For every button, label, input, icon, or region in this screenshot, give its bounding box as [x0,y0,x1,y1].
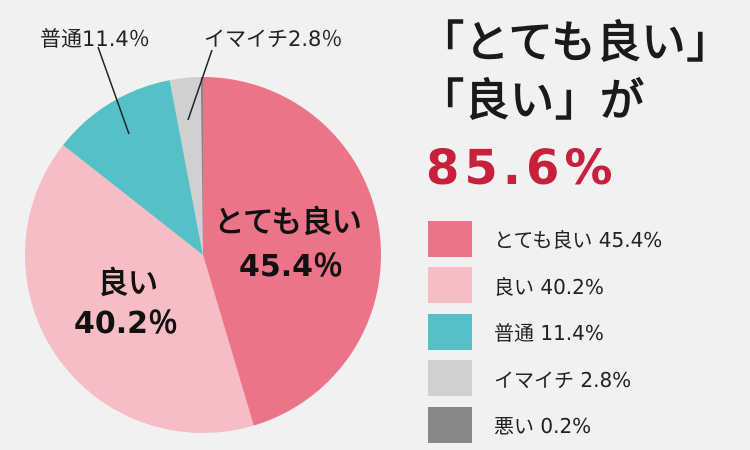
callout-leaders [97,46,213,135]
legend-item: 悪い 0.2% [428,402,662,447]
slice-label-yoi-value: 40.2％ [74,306,178,341]
legend-swatch [428,267,472,303]
callout-leader-imaichi [187,49,213,121]
slice-label-yoi-name: 良い [98,266,158,301]
legend-item: 良い 40.2% [428,263,662,308]
pie-slices [24,76,382,434]
callout-leader-futsuu [97,46,130,135]
legend-item: 普通 11.4% [428,309,662,354]
legend: とても良い 45.4% 良い 40.2% 普通 11.4% イマイチ 2.8% 悪い 0… [428,216,662,449]
headline-line-1: 「とても良い」 [420,17,732,68]
slice-totemo-yoi [203,77,382,426]
slice-imaichi [169,77,203,255]
legend-label: とても良い 45.4% [494,228,663,252]
slice-futsuu [63,80,203,256]
slice-warui [200,76,203,255]
pie-chart: 普通11.4％ イマイチ2.8％ とても良い 45.4％ 良い 40.2％ [24,27,382,434]
headline-line-2: 「良い」が [420,75,645,126]
legend-swatch [428,220,472,257]
callout-futsuu: 普通11.4％ [40,27,150,51]
callout-imaichi: イマイチ2.8％ [204,27,342,51]
headline-percentage: 85.6% [426,140,618,196]
legend-label: 悪い 0.2% [494,414,592,438]
legend-swatch [428,406,472,443]
slice-yoi [24,145,254,434]
legend-swatch [428,313,472,350]
legend-label: イマイチ 2.8% [494,367,632,392]
legend-item: イマイチ 2.8% [428,356,662,401]
headline: 「とても良い」 「良い」が [420,14,731,130]
slice-label-totemo-yoi-name: とても良い [214,205,362,240]
legend-item: とても良い 45.4% [428,216,662,261]
slice-label-totemo-yoi-value: 45.4％ [239,249,343,284]
legend-label: 良い 40.2% [494,274,604,299]
legend-label: 普通 11.4% [494,321,604,345]
legend-swatch [428,360,472,396]
